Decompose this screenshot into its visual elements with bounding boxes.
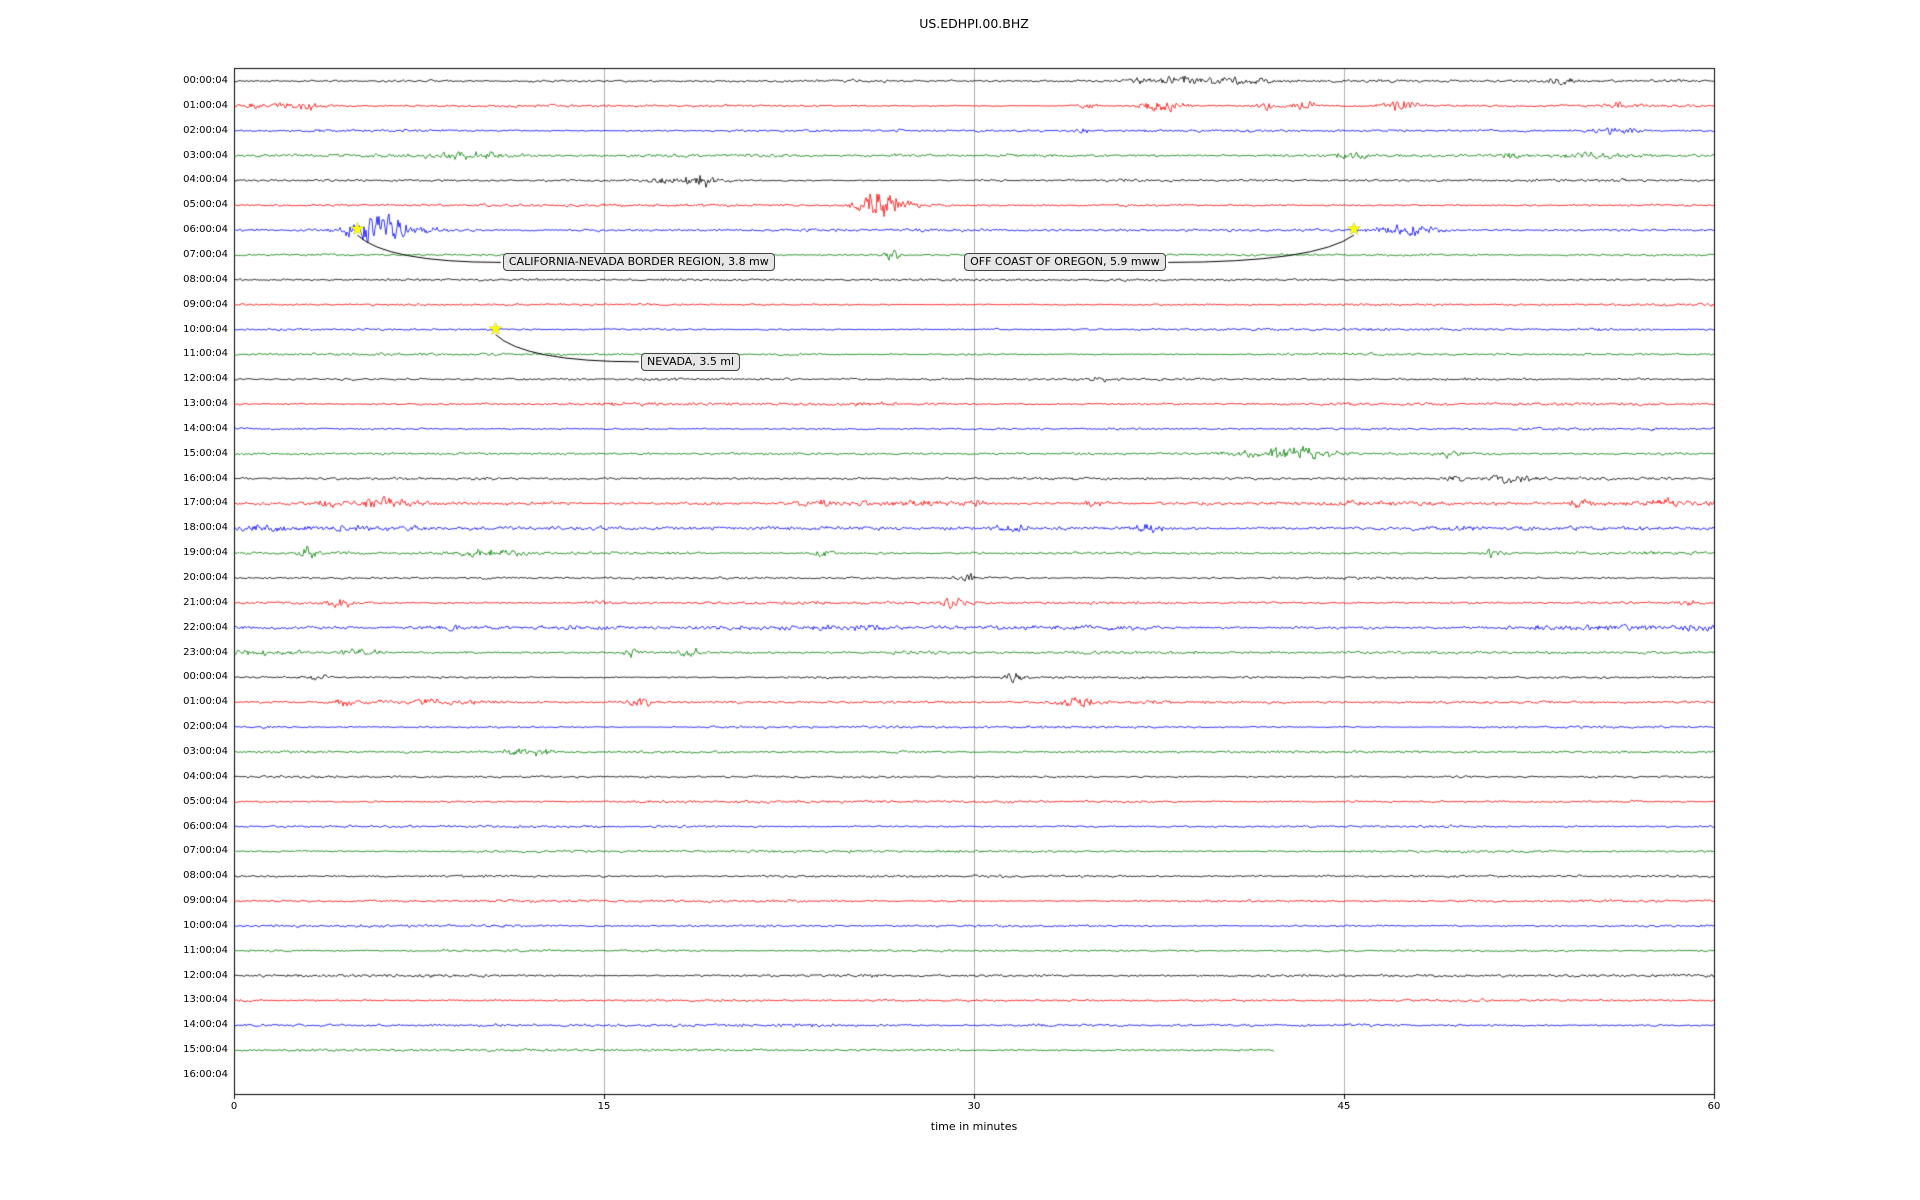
trace-row-label: 00:00:04	[183, 671, 228, 683]
trace-row-label: 09:00:04	[183, 298, 228, 310]
x-tick-label: 0	[230, 1101, 238, 1112]
x-tick-label: 45	[1337, 1101, 1351, 1112]
plot-title: US.EDHPI.00.BHZ	[919, 16, 1029, 31]
x-tick-label: 60	[1707, 1101, 1721, 1112]
trace-row-label: 19:00:04	[183, 547, 228, 559]
trace-row-label: 21:00:04	[183, 596, 228, 608]
x-tick-label: 15	[597, 1101, 611, 1112]
trace-row-label: 03:00:04	[183, 745, 228, 757]
trace-row-label: 04:00:04	[183, 174, 228, 186]
event-annotation-label: CALIFORNIA-NEVADA BORDER REGION, 3.8 mw	[502, 253, 775, 272]
trace-row-label: 16:00:04	[183, 472, 228, 484]
trace-row-label: 23:00:04	[183, 646, 228, 658]
trace-row-label: 00:00:04	[183, 75, 228, 86]
trace-row-label: 15:00:04	[183, 1044, 228, 1056]
event-annotation-label: OFF COAST OF OREGON, 5.9 mww	[964, 253, 1166, 272]
trace-row-label: 02:00:04	[183, 721, 228, 733]
event-star-icon: ★	[349, 219, 365, 240]
trace-row-label: 04:00:04	[183, 770, 228, 782]
trace-row-label: 12:00:04	[183, 969, 228, 981]
x-axis-label: time in minutes	[930, 1120, 1018, 1133]
trace-row-label: 11:00:04	[183, 944, 228, 956]
trace-row-label: 20:00:04	[183, 572, 228, 583]
trace-row-label: 06:00:04	[183, 820, 228, 832]
trace-row-label: 14:00:04	[183, 422, 228, 434]
trace-row-label: 18:00:04	[183, 522, 228, 534]
event-star-icon: ★	[487, 319, 504, 339]
trace-row-label: 11:00:04	[183, 348, 228, 360]
trace-row-label: 16:00:04	[183, 1069, 228, 1080]
x-tick-label: 30	[967, 1101, 981, 1112]
trace-row-label: 08:00:04	[183, 273, 228, 285]
trace-row-label: 08:00:04	[183, 870, 228, 882]
event-star-icon: ★	[1346, 219, 1362, 240]
trace-row-label: 05:00:04	[183, 795, 228, 807]
trace-row-label: 15:00:04	[183, 447, 228, 459]
trace-row-label: 06:00:04	[183, 224, 228, 236]
trace-row-label: 22:00:04	[183, 621, 228, 633]
trace-row-label: 14:00:04	[183, 1019, 228, 1031]
trace-row-label: 12:00:04	[183, 373, 228, 385]
trace-row-label: 09:00:04	[183, 895, 228, 907]
trace-row-label: 07:00:04	[183, 845, 228, 857]
trace-row-label: 17:00:04	[183, 497, 228, 509]
trace-row-label: 10:00:04	[183, 323, 228, 335]
trace-row-label: 01:00:04	[183, 696, 228, 708]
trace-row-label: 10:00:04	[183, 919, 228, 931]
trace-row-label: 13:00:04	[183, 398, 228, 410]
trace-row-label: 02:00:04	[183, 124, 228, 136]
trace-row-label: 05:00:04	[183, 199, 228, 211]
trace-row-label: 03:00:04	[183, 149, 228, 161]
trace-row-label: 01:00:04	[183, 99, 228, 111]
trace-row-label: 13:00:04	[183, 994, 228, 1006]
trace-row-label: 07:00:04	[183, 248, 228, 260]
event-annotation-label: NEVADA, 3.5 ml	[641, 352, 741, 371]
